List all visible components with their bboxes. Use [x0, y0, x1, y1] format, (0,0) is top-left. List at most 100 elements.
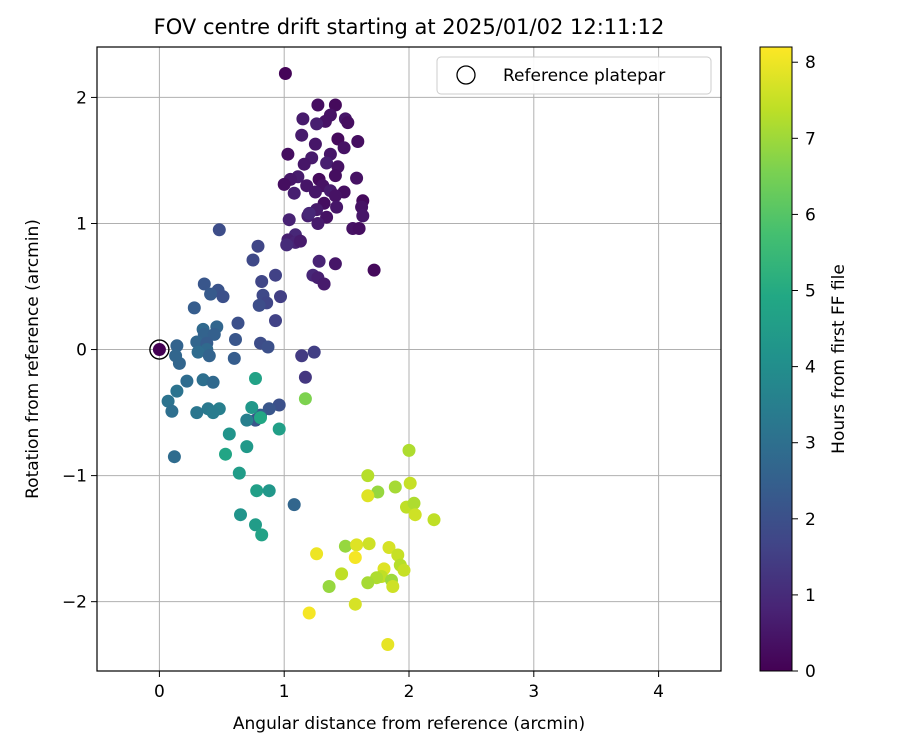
scatter-point [172, 356, 186, 370]
scatter-point [272, 398, 286, 412]
scatter-point [328, 169, 342, 183]
colorbar-ticks: 0 1 2 3 4 5 6 7 8 [792, 53, 816, 682]
scatter-point [170, 339, 184, 353]
scatter-point [231, 316, 245, 330]
scatter-point [317, 277, 331, 291]
colorbar-tick-label: 6 [805, 205, 816, 225]
scatter-point [261, 340, 275, 354]
scatter-point [312, 254, 326, 268]
scatter-point [403, 476, 417, 490]
scatter-point [222, 427, 236, 441]
scatter-point [167, 450, 181, 464]
scatter-point [338, 539, 352, 553]
scatter-point [282, 213, 296, 227]
scatter-point [295, 128, 309, 142]
scatter-point [341, 116, 355, 130]
scatter-point [293, 234, 307, 248]
scatter-point [361, 469, 375, 483]
scatter-point [367, 263, 381, 277]
scatter-point [335, 567, 349, 581]
y-tick-label: −1 [62, 467, 87, 487]
x-tick-label: 4 [653, 682, 664, 702]
scatter-point [240, 440, 254, 454]
scatter-point [408, 508, 422, 522]
colorbar-tick-label: 4 [805, 358, 816, 378]
scatter-point [249, 372, 262, 385]
scatter-point [197, 277, 211, 291]
legend-marker-icon [456, 65, 476, 85]
scatter-point [204, 287, 218, 301]
scatter-point [190, 335, 204, 349]
colorbar-tick-label: 5 [805, 282, 816, 302]
scatter-point [295, 349, 309, 363]
scatter-point [180, 374, 194, 388]
scatter-point [278, 67, 292, 80]
scatter-point [302, 206, 316, 220]
scatter-point [362, 537, 376, 551]
scatter-point [386, 580, 400, 593]
y-axis-label: Rotation from reference (arcmin) [23, 219, 43, 499]
scatter-point [308, 185, 322, 199]
scatter-point [382, 541, 396, 554]
scatter-point [232, 466, 246, 480]
colorbar-tick-label: 0 [805, 662, 816, 682]
colorbar: 0 1 2 3 4 5 6 7 8 Hours from first FF file [759, 46, 849, 682]
scatter-point [427, 513, 441, 527]
legend: Reference platepar [436, 56, 712, 95]
scatter-point [407, 496, 421, 510]
scatter-point [311, 98, 325, 112]
scatter-point [320, 156, 334, 170]
scatter-point [190, 406, 204, 420]
scatter-point [212, 223, 226, 237]
scatter-point [206, 406, 220, 420]
scatter-point [255, 528, 269, 542]
scatter-point [352, 222, 366, 235]
scatter-point [388, 480, 402, 494]
scatter-point [274, 290, 287, 304]
reference-marker-layer [149, 339, 170, 360]
x-tick-label: 3 [528, 682, 539, 702]
scatter-point [310, 547, 324, 561]
y-tick-label: 0 [76, 341, 87, 361]
scatter-point [356, 209, 370, 223]
scatter-point [196, 373, 210, 387]
scatter-point [350, 538, 364, 552]
scatter-point [298, 370, 312, 384]
scatter-point [262, 484, 276, 498]
scatter-point [219, 447, 232, 461]
scatter-point [280, 238, 294, 252]
scatter-point [249, 518, 262, 532]
scatter-point [165, 404, 179, 418]
scatter-point [277, 177, 291, 191]
scatter-point [371, 485, 385, 499]
scatter-point [328, 98, 342, 112]
x-tick-label: 2 [404, 682, 415, 702]
scatter-point [227, 351, 241, 365]
scatter-point [207, 327, 221, 341]
scatter-point [287, 498, 301, 512]
scatter-point [328, 189, 342, 203]
scatter-point [170, 384, 184, 398]
scatter-point [255, 275, 269, 288]
scatter-point [298, 392, 312, 406]
x-tick-label: 1 [279, 682, 290, 702]
scatter-point [311, 217, 325, 230]
scatter-point [391, 548, 405, 562]
scatter-point [328, 257, 342, 271]
scatter-point [187, 301, 201, 315]
scatter-point [229, 333, 242, 346]
scatter-point [337, 141, 351, 155]
scatter-point [402, 443, 416, 457]
colorbar-tick-label: 1 [805, 586, 816, 606]
scatter-point [330, 200, 344, 214]
scatter-point [348, 551, 362, 564]
colorbar-tick-label: 2 [805, 510, 816, 530]
y-tick-label: 1 [76, 214, 87, 234]
scatter-point [397, 563, 411, 577]
colorbar-tick-label: 8 [805, 53, 816, 73]
scatter-point [281, 147, 295, 161]
scatter-point [254, 411, 267, 425]
reference-point [152, 343, 166, 357]
scatter-point [296, 112, 310, 126]
